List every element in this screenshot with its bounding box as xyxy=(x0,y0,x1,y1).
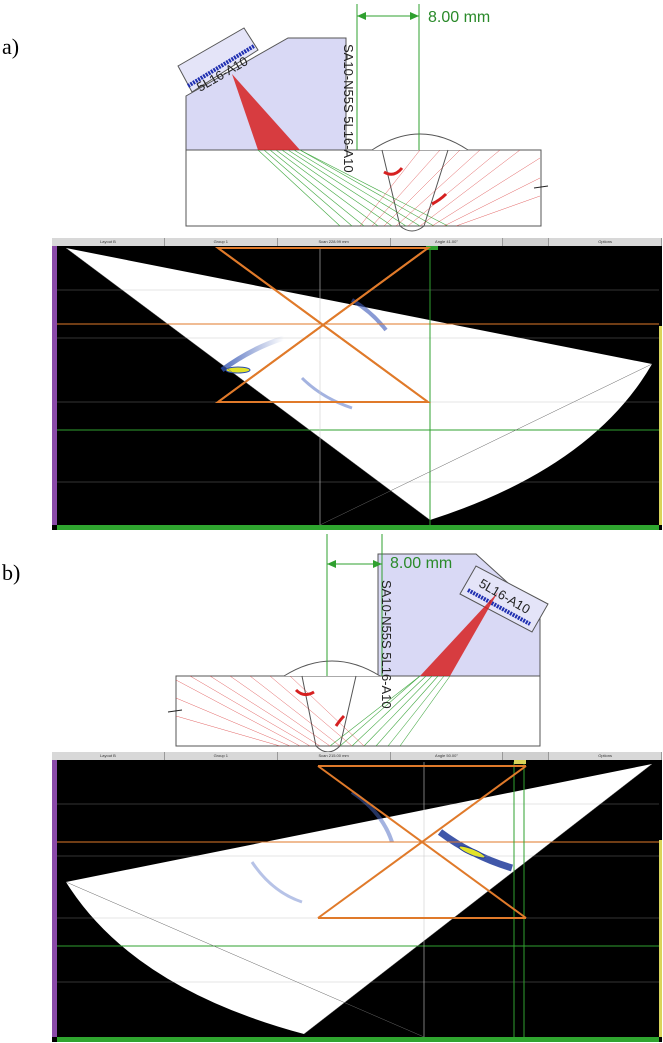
scan-axis-bottom xyxy=(57,1037,659,1042)
toolbar-item[interactable]: Layout B xyxy=(52,752,165,760)
cursor-marker-a xyxy=(426,246,438,250)
defect-a2 xyxy=(431,192,448,206)
weld-overlay-a-cross2 xyxy=(217,247,429,403)
wedge-label-b: SA10-N55S 5L16-A10 xyxy=(379,580,394,709)
sector-fan-b xyxy=(66,764,652,1034)
toolbar-item[interactable]: Group 1 xyxy=(165,238,278,246)
red-beam-a xyxy=(232,74,300,150)
toolbar-item[interactable]: Angle 50.00° xyxy=(391,752,504,760)
reflected-beam-a xyxy=(359,149,541,227)
skip-line-a2 xyxy=(319,363,653,526)
side-mark-b xyxy=(167,709,183,713)
echo-hotspot-a xyxy=(225,366,251,374)
echo-hotspot-b xyxy=(458,845,486,859)
weld-overlay-b-cross2 xyxy=(317,765,527,919)
scan-toolbar-a: Layout B Group 1 Scan 228.99 mm Angle 41… xyxy=(52,238,663,246)
weld-cap-b xyxy=(283,660,381,677)
side-mark-a xyxy=(533,185,549,189)
toolbar-item[interactable]: Angle 41.00° xyxy=(391,238,504,246)
skip-line-b1 xyxy=(303,763,653,1035)
dim-arrow-r-b xyxy=(373,560,382,568)
dimension-label-b: 8.00 mm xyxy=(390,555,452,572)
scan-view-b: Layout B Group 1 Scan 215.00 mm Angle 50… xyxy=(52,752,663,1042)
wedge-label-a: SA10-N55S 5L16-A10 xyxy=(341,44,356,173)
panel-a-letter: a) xyxy=(2,34,20,59)
panel-b-diagram: 8.00 mm 5L16-A10 SA10-N55S 5L16-A10 xyxy=(167,534,549,753)
color-scale-left xyxy=(52,760,57,1037)
color-scale-right xyxy=(659,326,662,525)
probe-a xyxy=(177,27,259,93)
dim-arrow-r-a xyxy=(410,12,419,20)
dim-arrow-l-b xyxy=(327,560,336,568)
cursor-marker-b xyxy=(514,760,526,764)
skip-line-a1 xyxy=(65,247,431,521)
echo-band-b3 xyxy=(250,861,303,904)
defect-a1 xyxy=(383,167,404,176)
plate-b xyxy=(175,675,541,747)
color-scale-left xyxy=(52,246,57,525)
sector-scan-b xyxy=(57,760,659,1038)
green-beam-b xyxy=(329,675,451,747)
dim-arrow-l-a xyxy=(357,12,366,20)
toolbar-spacer xyxy=(503,238,550,246)
panel-b-letter: b) xyxy=(2,560,21,585)
plate-a xyxy=(185,149,542,227)
echo-band-a3 xyxy=(300,376,353,410)
probe-elements-b xyxy=(467,588,531,626)
toolbar-item[interactable]: Scan 215.00 mm xyxy=(278,752,391,760)
probe-elements-a xyxy=(186,44,256,88)
toolbar-item[interactable]: Options xyxy=(549,238,663,246)
color-scale-right xyxy=(659,840,662,1037)
sector-fan-a xyxy=(66,248,652,520)
toolbar-item[interactable]: Options xyxy=(549,752,663,760)
grid-lines-b xyxy=(57,803,659,983)
toolbar-item[interactable]: Group 1 xyxy=(165,752,278,760)
defect-b1 xyxy=(294,688,315,697)
dimension-label-a: 8.00 mm xyxy=(428,9,490,26)
toolbar-item[interactable]: Layout B xyxy=(52,238,165,246)
sector-scan-a xyxy=(57,246,659,526)
probe-b xyxy=(459,565,549,633)
toolbar-item[interactable]: Scan 228.99 mm xyxy=(278,238,391,246)
defect-b2 xyxy=(334,714,346,727)
weld-cap-a xyxy=(371,133,469,151)
echo-band-a1 xyxy=(220,335,285,373)
panel-a-diagram: 8.00 mm 5L16-A10 SA10-N55S 5L16-A10 xyxy=(177,4,549,232)
scan-axis-bottom xyxy=(57,525,659,530)
skip-line-b2 xyxy=(65,881,425,1038)
toolbar-spacer xyxy=(503,752,550,760)
scan-toolbar-b: Layout B Group 1 Scan 215.00 mm Angle 50… xyxy=(52,752,663,760)
scan-view-a: Layout B Group 1 Scan 228.99 mm Angle 41… xyxy=(52,238,663,530)
reflected-beam-b xyxy=(175,675,365,747)
red-beam-b xyxy=(420,592,498,676)
